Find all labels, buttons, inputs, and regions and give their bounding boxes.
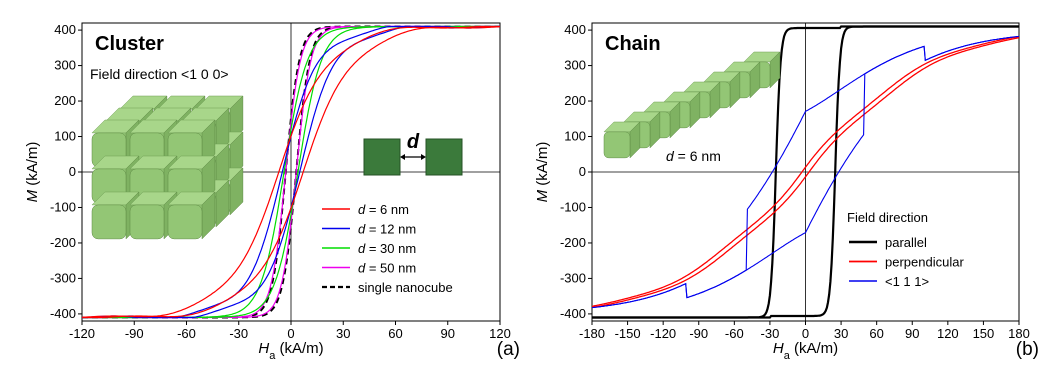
y-tick-label: -200 — [50, 235, 76, 250]
spacing-inset: d — [363, 131, 463, 176]
inset-cube-left — [363, 138, 401, 176]
y-tick-label: -400 — [50, 306, 76, 321]
legend-entry: parallel — [885, 235, 927, 250]
hysteresis-branch--1-1-1- — [592, 35, 1019, 309]
inset-d-label: d — [407, 131, 420, 153]
y-tick-label: 200 — [564, 93, 586, 108]
x-tick-label: -180 — [579, 326, 605, 341]
x-axis-label: Ha (kA/m) — [258, 340, 323, 362]
cluster-title: Cluster — [95, 33, 164, 55]
y-tick-label: 400 — [564, 22, 586, 37]
y-tick-label: 0 — [579, 164, 586, 179]
cluster-cube-front — [129, 204, 165, 240]
inset-cube-right — [425, 138, 463, 176]
legend-a: d = 6 nm d = 12 nm d = 30 nm d = 50 nm singl… — [322, 202, 453, 295]
x-tick-label: 60 — [388, 326, 402, 341]
curves — [82, 25, 500, 319]
chain-spacing-annotation: d = 6 nm — [666, 148, 721, 164]
y-tick-label: 0 — [69, 164, 76, 179]
legend-title: Field direction — [847, 210, 928, 225]
panel-label: (b) — [1016, 339, 1039, 360]
x-tick-label: 30 — [336, 326, 350, 341]
y-tick-label: -400 — [560, 306, 586, 321]
x-tick-label: -120 — [650, 326, 676, 341]
x-tick-label: 0 — [287, 326, 294, 341]
curves — [592, 25, 1019, 319]
panel-b: -180 -150 -120 -90 -60 -30 0 30 60 90 120 150 180-40… — [534, 22, 1039, 362]
x-tick-label: -90 — [125, 326, 144, 341]
y-tick-label: 400 — [54, 22, 76, 37]
chain-title: Chain — [605, 33, 661, 55]
x-tick-label: -30 — [761, 326, 780, 341]
x-tick-label: -150 — [615, 326, 641, 341]
y-tick-label: 100 — [564, 129, 586, 144]
x-tick-label: 0 — [802, 326, 809, 341]
legend-entry: perpendicular — [885, 255, 964, 270]
cluster-illustration — [91, 95, 244, 240]
x-axis-label: Ha (kA/m) — [773, 340, 838, 362]
legend-entry: d = 12 nm — [358, 222, 416, 237]
y-tick-label: 100 — [54, 129, 76, 144]
x-tick-label: 120 — [489, 326, 511, 341]
field-direction-annotation: Field direction <1 0 0> — [90, 66, 229, 82]
x-tick-label: 180 — [1008, 326, 1030, 341]
y-tick-label: -300 — [50, 270, 76, 285]
chain-cube-front — [603, 131, 631, 159]
y-tick-label: -100 — [50, 199, 76, 214]
x-tick-label: 120 — [937, 326, 959, 341]
cluster-cube-front — [91, 204, 127, 240]
x-tick-label: 90 — [441, 326, 455, 341]
panel-label: (a) — [497, 339, 520, 360]
y-axis-label: M (kA/m) — [24, 142, 41, 203]
inset-arrow-left-head — [400, 154, 405, 160]
legend-entry: d = 30 nm — [358, 241, 416, 256]
legend-entry: d = 6 nm — [358, 202, 409, 217]
y-tick-label: 300 — [564, 58, 586, 73]
inset-arrow-right-head — [421, 154, 426, 160]
cluster-cube-front — [167, 204, 203, 240]
x-tick-label: 60 — [869, 326, 883, 341]
legend-entry: <1 1 1> — [885, 274, 929, 289]
y-axis-label: M (kA/m) — [534, 142, 551, 203]
x-tick-label: -30 — [229, 326, 248, 341]
y-tick-label: 300 — [54, 58, 76, 73]
legend-entry: d = 50 nm — [358, 261, 416, 276]
legend-b: Field direction parallel perpendicular <1 1… — [847, 210, 964, 289]
y-tick-label: 200 — [54, 93, 76, 108]
legend-entry: single nanocube — [358, 280, 453, 295]
x-tick-label: -60 — [177, 326, 196, 341]
y-tick-label: -100 — [560, 199, 586, 214]
y-tick-label: -300 — [560, 270, 586, 285]
x-tick-label: 30 — [834, 326, 848, 341]
hysteresis-branch-perpendicular — [592, 37, 1019, 309]
x-tick-label: -120 — [69, 326, 95, 341]
x-tick-label: 90 — [905, 326, 919, 341]
y-tick-label: -200 — [560, 235, 586, 250]
chain-illustration — [603, 51, 781, 159]
hysteresis-branch-d-=-6-nm — [82, 25, 500, 318]
x-tick-label: -60 — [725, 326, 744, 341]
x-tick-label: -90 — [689, 326, 708, 341]
panel-a: -120 -90 -60 -30 0 30 60 90 120-400-300-200-1000… — [24, 22, 520, 362]
x-tick-label: 150 — [973, 326, 995, 341]
hysteresis-branch-parallel — [592, 25, 1019, 319]
hysteresis-branch-perpendicular — [592, 35, 1019, 307]
